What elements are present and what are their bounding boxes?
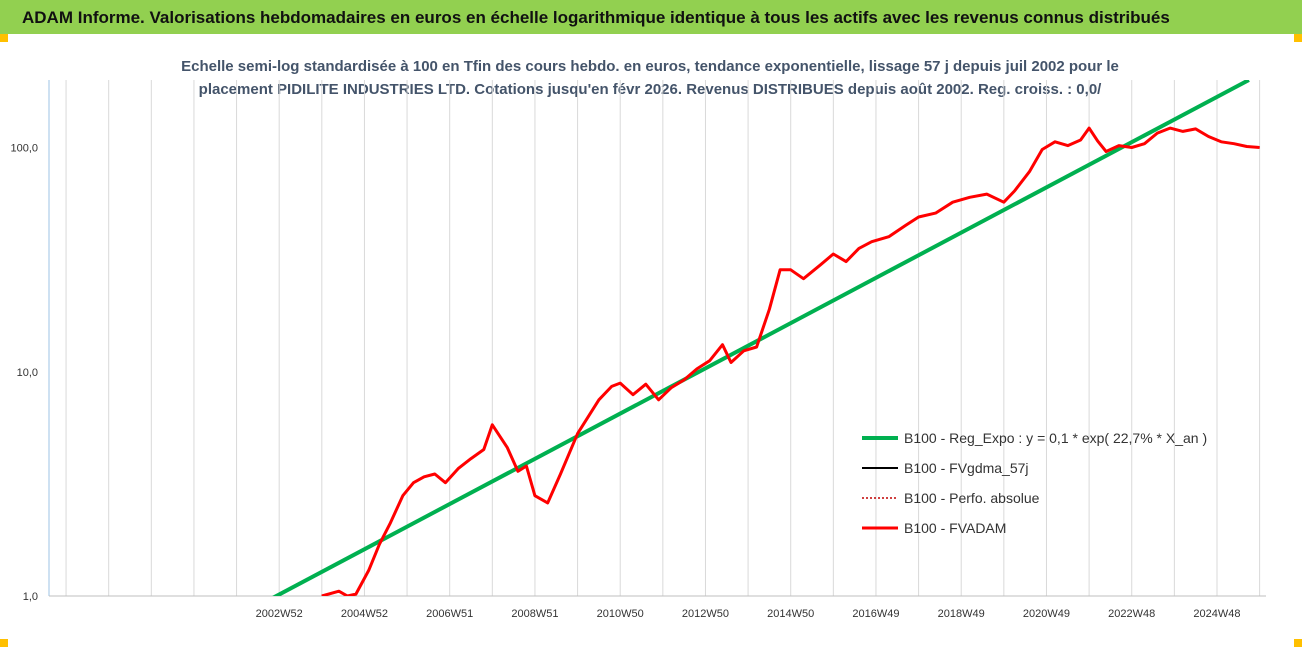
y-tick-label: 100,0 [10, 143, 38, 155]
x-tick-label: 2002W52 [256, 608, 303, 620]
x-tick-label: 2014W50 [767, 608, 814, 620]
fvadam-line [321, 126, 1260, 596]
legend-label: B100 - Perfo. absolue [904, 490, 1040, 506]
x-tick-label: 2020W49 [1023, 608, 1070, 620]
y-tick-label: 10,0 [17, 367, 38, 379]
x-tick-label: 2004W52 [341, 608, 388, 620]
legend-label: B100 - Reg_Expo : y = 0,1 * exp( 22,7% *… [904, 430, 1207, 446]
x-tick-label: 2010W50 [597, 608, 644, 620]
x-tick-label: 2008W51 [511, 608, 558, 620]
legend-label: B100 - FVADAM [904, 520, 1006, 536]
corner-marker-bottom-right [1294, 639, 1302, 647]
x-tick-label: 2022W48 [1108, 608, 1155, 620]
header-title: ADAM Informe. Valorisations hebdomadaire… [22, 8, 1170, 27]
chart-title-line-1: Echelle semi-log standardisée à 100 en T… [181, 58, 1119, 75]
x-tick-label: 2012W50 [682, 608, 729, 620]
x-tick-label: 2016W49 [852, 608, 899, 620]
legend-label: B100 - FVgdma_57j [904, 460, 1029, 476]
x-tick-label: 2018W49 [938, 608, 985, 620]
x-tick-label: 2024W48 [1193, 608, 1240, 620]
x-tick-label: 2006W51 [426, 608, 473, 620]
corner-marker-left [0, 34, 8, 42]
header-banner: ADAM Informe. Valorisations hebdomadaire… [0, 0, 1302, 34]
corner-marker-right [1294, 34, 1302, 42]
y-tick-label: 1,0 [23, 591, 38, 603]
corner-marker-bottom-left [0, 639, 8, 647]
